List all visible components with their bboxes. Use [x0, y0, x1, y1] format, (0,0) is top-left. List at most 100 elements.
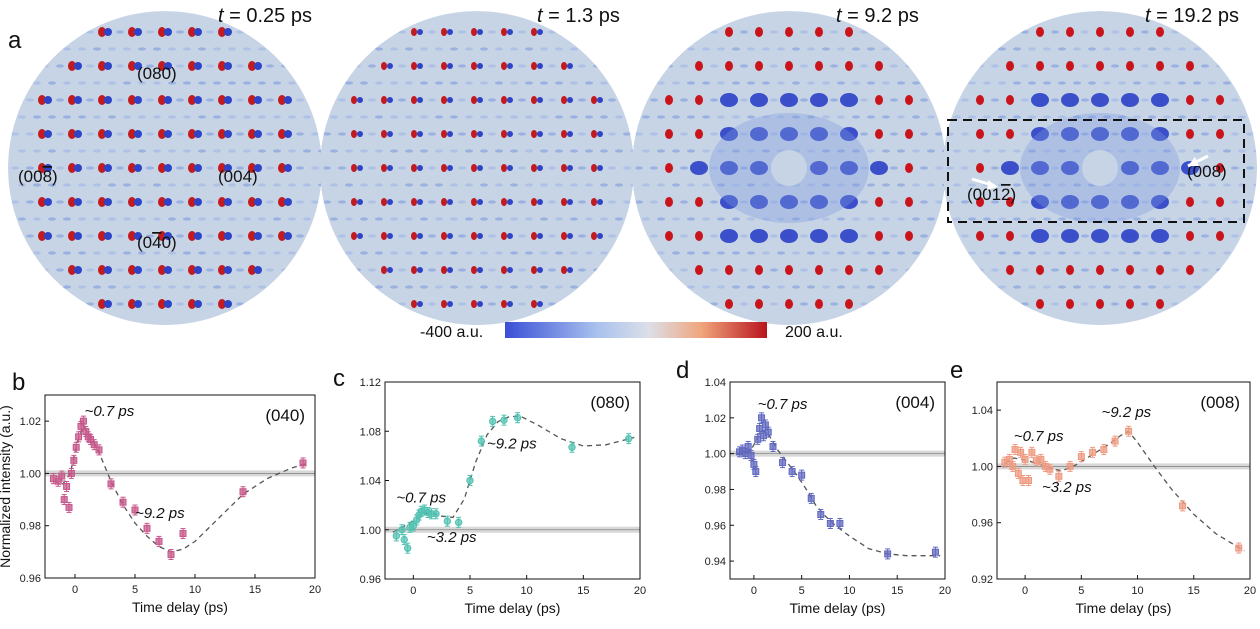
chart-e: e 0 5 10 15 20 0.92 0.96 1.00 1.04 Time delay (ps)… — [950, 357, 1256, 616]
data-point — [817, 511, 825, 519]
x-tick-label: 5 — [132, 584, 138, 596]
panel-letter-b: b — [12, 369, 25, 396]
y-tick-label: 0.96 — [20, 573, 41, 585]
data-point — [79, 417, 87, 425]
x-tick-label: 5 — [1078, 585, 1084, 597]
data-point — [119, 498, 127, 506]
data-point — [752, 468, 760, 476]
x-tick-label: 20 — [309, 584, 321, 596]
y-tick-label: 1.04 — [705, 377, 726, 389]
y-tick-label: 1.00 — [360, 525, 381, 537]
data-point — [466, 476, 474, 485]
data-point — [1066, 462, 1074, 470]
time-label-2: t = 1.3 ps — [537, 5, 620, 27]
data-point — [1179, 502, 1187, 510]
data-point — [70, 456, 78, 464]
data-point — [1005, 455, 1013, 463]
data-point — [1024, 477, 1032, 484]
x-axis-title: Time delay (ps) — [132, 599, 228, 615]
data-point — [477, 437, 486, 445]
timescale-annotation: ~0.7 ps — [85, 403, 135, 420]
plot-frame — [729, 381, 946, 580]
data-point — [744, 442, 752, 450]
series-label: (040) — [265, 406, 305, 425]
data-point — [65, 503, 73, 511]
data-point — [513, 414, 522, 422]
data-point — [798, 471, 806, 479]
data-point — [931, 548, 939, 556]
x-tick-label: 0 — [751, 585, 757, 597]
series-label: (008) — [1200, 393, 1240, 412]
data-point — [1235, 544, 1243, 552]
x-tick-label: 15 — [249, 584, 261, 596]
data-point — [392, 532, 401, 540]
timescale-annotation: ~0.7 ps — [758, 396, 808, 413]
x-tick-label: 5 — [467, 585, 473, 597]
timescale-annotation: ~0.7 ps — [396, 490, 446, 507]
x-tick-label: 10 — [843, 585, 855, 597]
data-point — [884, 550, 892, 558]
colorbar-min-label: -400 a.u. — [420, 324, 483, 341]
data-point — [1021, 455, 1029, 463]
time-label-1: t = 0.25 ps — [218, 5, 312, 27]
fit-curve — [1004, 430, 1245, 552]
time-label-3: t = 9.2 ps — [836, 5, 919, 27]
x-tick-label: 10 — [189, 584, 201, 596]
miller-index-008: (008) — [1187, 162, 1227, 181]
data-point — [75, 433, 83, 441]
data-point — [1125, 427, 1133, 435]
y-tick-label: 0.92 — [972, 574, 993, 586]
miller-index-0-4bar-0: (040) — [137, 233, 177, 252]
x-tick-label: 10 — [1131, 585, 1143, 597]
miller-index-00-12bar: (0012) — [967, 185, 1016, 204]
x-tick-label: 5 — [799, 585, 805, 597]
y-tick-label: 1.04 — [360, 476, 381, 488]
data-point — [764, 428, 772, 436]
arrow-icon — [971, 177, 998, 190]
y-tick-label: 1.04 — [972, 405, 993, 417]
panel-letter-c: c — [333, 365, 345, 392]
data-point — [1089, 448, 1097, 456]
data-point — [1009, 462, 1017, 470]
data-point — [568, 443, 576, 451]
y-tick-label: 1.12 — [360, 377, 381, 389]
data-point — [155, 537, 163, 545]
miller-index-004: (004) — [218, 167, 258, 186]
series-label: (080) — [590, 393, 630, 412]
data-point — [1055, 472, 1063, 480]
panel-letter-a: a — [8, 27, 22, 54]
data-point — [72, 443, 80, 451]
colorbar-max-label: 200 a.u. — [785, 324, 843, 341]
colorbar — [505, 322, 767, 338]
data-point — [488, 417, 497, 426]
data-point — [1017, 448, 1025, 456]
data-point — [1019, 477, 1027, 484]
data-point — [409, 522, 418, 530]
x-tick-label: 15 — [577, 585, 589, 597]
x-tick-label: 15 — [1188, 585, 1200, 597]
x-axis-title: Time delay (ps) — [465, 600, 561, 616]
data-point — [299, 459, 307, 467]
diffraction-pattern-3 — [632, 11, 946, 325]
data-point — [756, 425, 764, 433]
data-point — [400, 535, 408, 544]
data-point — [67, 469, 75, 477]
data-point — [1111, 437, 1119, 445]
data-point — [1046, 465, 1054, 473]
plot-frame — [44, 394, 316, 579]
data-point — [398, 526, 406, 534]
arrow-icon — [1187, 154, 1209, 168]
y-tick-label: 1.00 — [20, 468, 41, 480]
data-point — [143, 524, 151, 532]
y-tick-label: 1.00 — [705, 449, 726, 461]
chart-d: d 0 5 10 15 20 0.94 0.96 0.98 1.00 1.02 1.04 Time de… — [676, 357, 951, 616]
x-tick-label: 10 — [521, 585, 533, 597]
data-point — [1011, 446, 1019, 454]
x-tick-label: 0 — [410, 585, 416, 597]
data-point — [454, 518, 463, 527]
x-tick-label: 20 — [1244, 585, 1256, 597]
data-point — [60, 496, 68, 504]
y-tick-label: 0.96 — [972, 518, 993, 530]
diffraction-pattern-2 — [320, 11, 634, 325]
